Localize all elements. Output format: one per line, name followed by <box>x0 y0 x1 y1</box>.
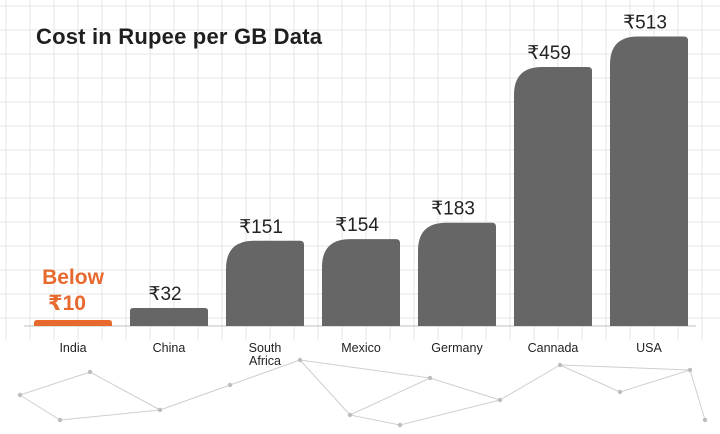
network-link <box>399 399 501 426</box>
network-link <box>19 371 91 396</box>
bar-china <box>130 307 208 326</box>
network-decoration <box>17 357 708 428</box>
category-label-china: China <box>153 341 186 355</box>
network-link <box>229 359 301 386</box>
network-node <box>617 389 623 395</box>
network-link <box>499 364 561 401</box>
category-label-south-africa: Africa <box>249 354 281 368</box>
network-link <box>619 369 691 393</box>
bar-usa <box>610 36 688 327</box>
bar-india <box>34 320 112 326</box>
chart-title: Cost in Rupee per GB Data <box>36 24 323 49</box>
network-node <box>57 417 63 423</box>
bar-mexico <box>322 239 400 326</box>
network-node <box>497 397 503 403</box>
category-label-india: India <box>59 341 86 355</box>
value-label-usa: ₹513 <box>623 13 667 34</box>
network-link <box>19 394 61 421</box>
network-node <box>87 369 93 375</box>
network-node <box>227 382 233 388</box>
category-label-usa: USA <box>636 341 662 355</box>
category-label-germany: Germany <box>431 341 483 355</box>
network-link <box>59 409 161 421</box>
bar-cannada <box>514 66 592 326</box>
network-link <box>559 364 691 371</box>
bar-germany <box>418 222 496 326</box>
network-node <box>347 412 353 418</box>
network-link <box>349 377 431 416</box>
value-label-mexico: ₹154 <box>335 215 379 236</box>
network-link <box>689 369 706 421</box>
category-label-mexico: Mexico <box>341 341 381 355</box>
network-link <box>299 359 431 379</box>
network-link <box>349 414 401 426</box>
value-labels: Below ₹10 ₹32 ₹151 ₹154 ₹183 ₹459 ₹513 <box>42 13 667 315</box>
bars <box>34 36 688 327</box>
category-label-cannada: Cannada <box>528 341 579 355</box>
network-node <box>427 375 433 381</box>
network-node <box>702 417 708 423</box>
value-label-india: Below <box>42 266 105 289</box>
network-node <box>17 392 23 398</box>
network-link <box>159 384 231 411</box>
network-link <box>89 371 161 411</box>
bar-south-africa <box>226 240 304 326</box>
value-label-germany: ₹183 <box>431 199 475 220</box>
value-label-china: ₹32 <box>148 284 181 305</box>
network-link <box>299 359 351 416</box>
network-node <box>557 362 563 368</box>
value-label-cannada: ₹459 <box>527 43 571 64</box>
network-node <box>157 407 163 413</box>
value-label-india-amount: ₹10 <box>48 292 86 315</box>
network-link <box>559 364 621 393</box>
category-label-south-africa: South <box>249 341 282 355</box>
network-node <box>687 367 693 373</box>
network-node <box>397 422 403 428</box>
network-node <box>297 357 303 363</box>
value-label-south-africa: ₹151 <box>239 217 283 238</box>
network-link <box>429 377 501 401</box>
